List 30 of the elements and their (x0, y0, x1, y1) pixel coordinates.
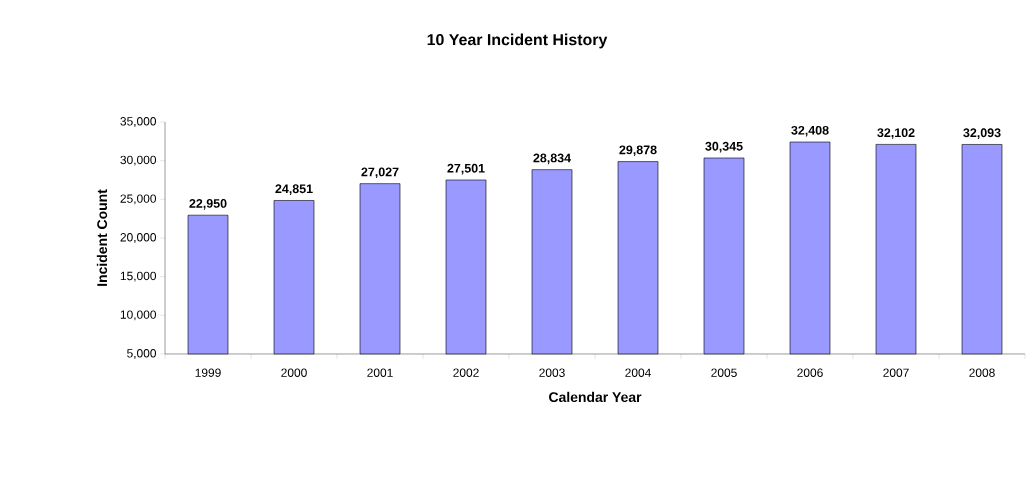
x-tick-label: 2008 (969, 368, 995, 377)
x-tick-label: 2001 (367, 368, 393, 377)
y-axis-title: Incident Count (96, 189, 108, 286)
chart-title: 10 Year Incident History (427, 33, 608, 49)
x-tick-label: 2000 (281, 368, 307, 377)
y-tick-label: 15,000 (120, 271, 157, 282)
data-label: 30,345 (705, 141, 743, 153)
y-tick-label: 20,000 (120, 233, 157, 243)
y-tick-label: 10,000 (120, 310, 157, 321)
data-label: 32,093 (963, 128, 1001, 139)
y-tick-label: 25,000 (120, 194, 157, 205)
x-tick-label: 2003 (539, 368, 565, 377)
y-tick-label: 35,000 (120, 117, 157, 127)
x-tick-label: 1999 (195, 368, 221, 377)
y-tick-label: 5,000 (127, 349, 157, 359)
data-label: 22,950 (189, 199, 227, 210)
data-label: 32,102 (877, 128, 915, 139)
x-tick-label: 2005 (711, 368, 737, 377)
x-tick-label: 2007 (883, 368, 909, 377)
data-label: 28,834 (533, 153, 571, 165)
data-label: 27,501 (447, 163, 485, 175)
data-label: 32,408 (791, 125, 829, 137)
y-tick-label: 30,000 (120, 155, 157, 166)
x-tick-label: 2006 (797, 368, 823, 377)
data-label: 29,878 (619, 145, 657, 157)
data-label: 24,851 (275, 184, 313, 195)
x-tick-label: 2004 (625, 368, 651, 377)
x-axis-title: Calendar Year (549, 391, 642, 403)
x-tick-label: 2002 (453, 368, 479, 377)
data-label: 27,027 (361, 167, 399, 179)
